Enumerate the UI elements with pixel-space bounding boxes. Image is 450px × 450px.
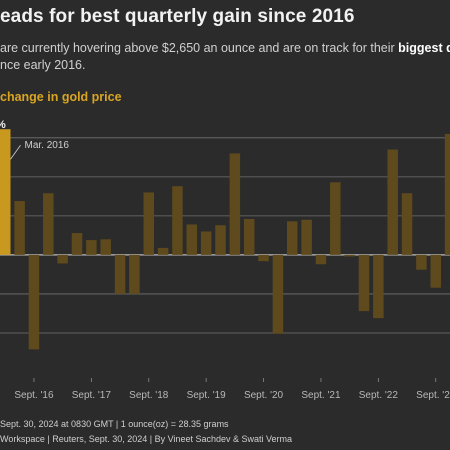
bar-4 (57, 254, 68, 264)
subtitle-line-1: are currently hovering above $2,650 an o… (0, 40, 450, 57)
chart-label: change in gold price (0, 90, 122, 104)
bar-1 (14, 201, 25, 255)
x-tick-label-0: Sept. '16 (14, 390, 54, 401)
x-tick-label-5: Sept. '21 (301, 390, 341, 401)
y-axis-unit-label: % (0, 119, 6, 131)
bar-14 (200, 231, 212, 255)
page-title: eads for best quarterly gain since 2016 (0, 6, 355, 27)
bar-7 (100, 239, 111, 255)
bar-8 (114, 254, 126, 294)
subtitle-emphasis: biggest quarter (398, 41, 450, 55)
bar-30 (430, 254, 441, 288)
bar-20 (287, 221, 298, 255)
footnote-credits: Workspace | Reuters, Sept. 30, 2024 | By… (0, 434, 292, 444)
bar-11 (157, 247, 169, 255)
bar-31 (444, 133, 450, 255)
x-tick-label-6: Sept. '22 (359, 390, 399, 401)
bar-23 (330, 182, 341, 255)
bar-16 (229, 153, 241, 255)
quarterly-change-bar-chart: % Mar. 2016 Sept. '16 Sept. '17 Sept. '18 Sep… (0, 119, 450, 401)
subtitle: are currently hovering above $2,650 an o… (0, 40, 450, 74)
bar-28 (401, 193, 413, 255)
bar-15 (215, 225, 226, 255)
bar-17 (243, 218, 255, 255)
x-tick-label-3: Sept. '19 (187, 390, 227, 401)
x-tick-label-2: Sept. '18 (129, 390, 169, 401)
annotation-leader (10, 144, 21, 160)
x-tick-label-1: Sept. '17 (72, 390, 112, 401)
bar-21 (301, 219, 312, 255)
bar-18 (258, 254, 269, 262)
bar-29 (416, 254, 427, 270)
annotation-label: Mar. 2016 (25, 140, 70, 151)
bar-12 (172, 186, 183, 255)
x-tick-label-7: Sept. '23 (416, 390, 450, 401)
bar-3 (43, 193, 54, 255)
bar-19 (272, 254, 284, 334)
bar-22 (315, 254, 327, 265)
x-tick-label-4: Sept. '20 (244, 390, 284, 401)
bar-25 (358, 254, 370, 312)
bar-27 (387, 149, 398, 255)
bar-24 (344, 254, 355, 257)
subtitle-line-2: nce early 2016. (0, 58, 86, 72)
bar-0 (0, 129, 11, 255)
bar-2 (28, 254, 40, 350)
bar-9 (129, 254, 140, 294)
bar-10 (143, 192, 154, 255)
bar-5 (71, 233, 83, 255)
bar-13 (186, 224, 198, 255)
bar-6 (86, 240, 97, 255)
bar-26 (373, 254, 384, 319)
footnote-source-time: Sept. 30, 2024 at 0830 GMT | 1 ounce(oz)… (0, 419, 229, 429)
